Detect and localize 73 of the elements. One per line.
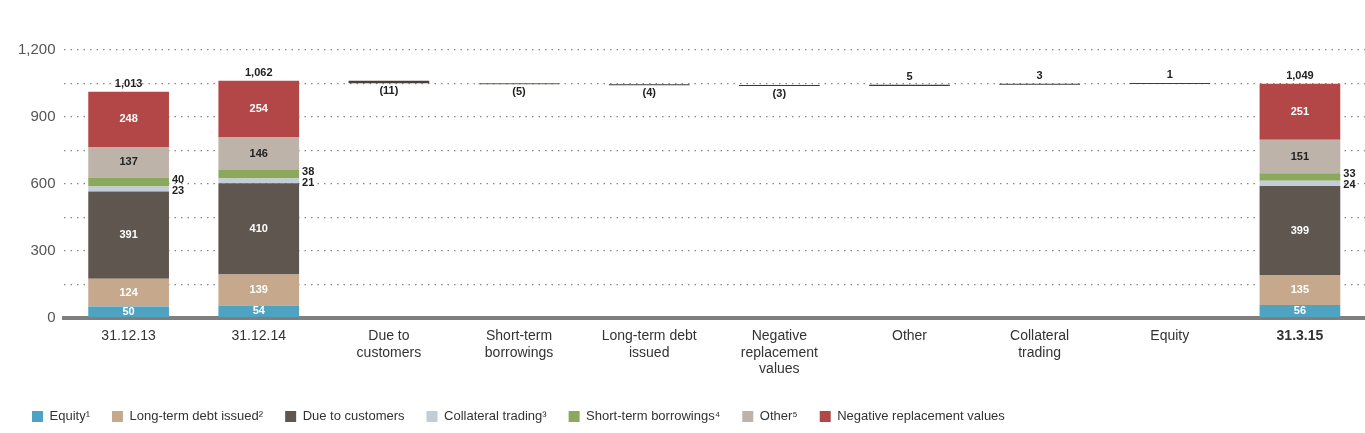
data-label: 254: [249, 102, 269, 115]
x-tick-label: 31.12.14: [231, 326, 287, 343]
data-label: 33: [1343, 167, 1356, 180]
data-label: 135: [1290, 283, 1310, 296]
legend-label: Long-term debt issued²: [129, 408, 264, 424]
bar: [218, 178, 300, 184]
bar: [1259, 180, 1341, 187]
bar: [1259, 173, 1341, 181]
data-label: 137: [119, 155, 138, 168]
bar: [88, 278, 169, 307]
x-tick-label: Negative replacement values: [740, 326, 818, 377]
data-label: 5: [906, 69, 913, 82]
legend-label: Negative replacement values: [837, 408, 1006, 424]
bar: [88, 306, 169, 317]
data-label: 50: [122, 304, 135, 317]
data-label: 1: [1166, 68, 1173, 81]
bar: [218, 80, 300, 138]
legend-label: Other⁵: [759, 408, 798, 424]
data-label: 3: [1036, 68, 1043, 81]
x-tick-label: 31.3.15: [1276, 326, 1324, 343]
y-tick-label: 600: [30, 173, 56, 191]
data-label: 24: [1343, 178, 1357, 191]
x-tick-label: Collateral trading: [1010, 326, 1070, 360]
data-label: 54: [252, 304, 266, 317]
bar: [88, 91, 169, 148]
y-tick-label: 300: [30, 240, 56, 258]
y-tick-label: 0: [47, 307, 56, 325]
x-tick-label: Short-term borrowings: [484, 326, 554, 360]
x-tick-label: Due to customers: [356, 326, 422, 360]
legend-label: Collateral trading³: [444, 408, 548, 424]
data-label: 23: [171, 184, 185, 197]
legend-label: Due to customers: [302, 408, 406, 424]
x-tick-label: Long-term debt issued: [601, 326, 697, 360]
bar: [1259, 186, 1341, 276]
text: 1,200: [17, 40, 56, 58]
bar: [218, 274, 300, 306]
x-tick-label: 31.12.13: [101, 326, 157, 343]
data-label: (3): [772, 86, 787, 99]
x-tick-label: Equity: [1150, 326, 1190, 343]
data-label: 21: [302, 175, 315, 188]
bar: [1259, 305, 1341, 317]
bar: [88, 147, 169, 178]
bar: [1259, 139, 1341, 174]
data-label: 40: [171, 173, 185, 186]
bar: [218, 169, 300, 179]
data-label: (5): [512, 85, 527, 98]
data-label: (11): [379, 84, 399, 97]
data-label: 38: [302, 164, 315, 177]
bar: [218, 137, 300, 170]
total-label: 1,013: [114, 76, 143, 89]
x-tick-label: Other: [891, 326, 928, 343]
bar: [88, 186, 169, 192]
legend-label: Equity¹: [49, 408, 91, 424]
bar: [1259, 275, 1341, 306]
total-label: 1,062: [244, 65, 273, 78]
y-tick-label: 900: [30, 107, 56, 125]
data-label: 251: [1290, 104, 1310, 117]
data-label: 151: [1290, 149, 1310, 162]
bar: [1259, 83, 1341, 140]
data-label: 399: [1290, 223, 1310, 236]
data-label: 124: [119, 285, 139, 298]
data-label: 410: [249, 221, 268, 234]
data-label: 56: [1293, 304, 1307, 317]
total-label: 1,049: [1286, 68, 1314, 81]
data-label: 146: [249, 146, 268, 159]
bar: [88, 191, 169, 279]
data-label: (4): [642, 86, 657, 99]
data-label: 139: [249, 283, 268, 296]
legend-label: Short-term borrowings⁴: [586, 408, 721, 424]
bar: [218, 183, 300, 275]
data-label: 391: [119, 228, 138, 241]
bar: [88, 177, 169, 187]
data-label: 248: [119, 112, 138, 125]
